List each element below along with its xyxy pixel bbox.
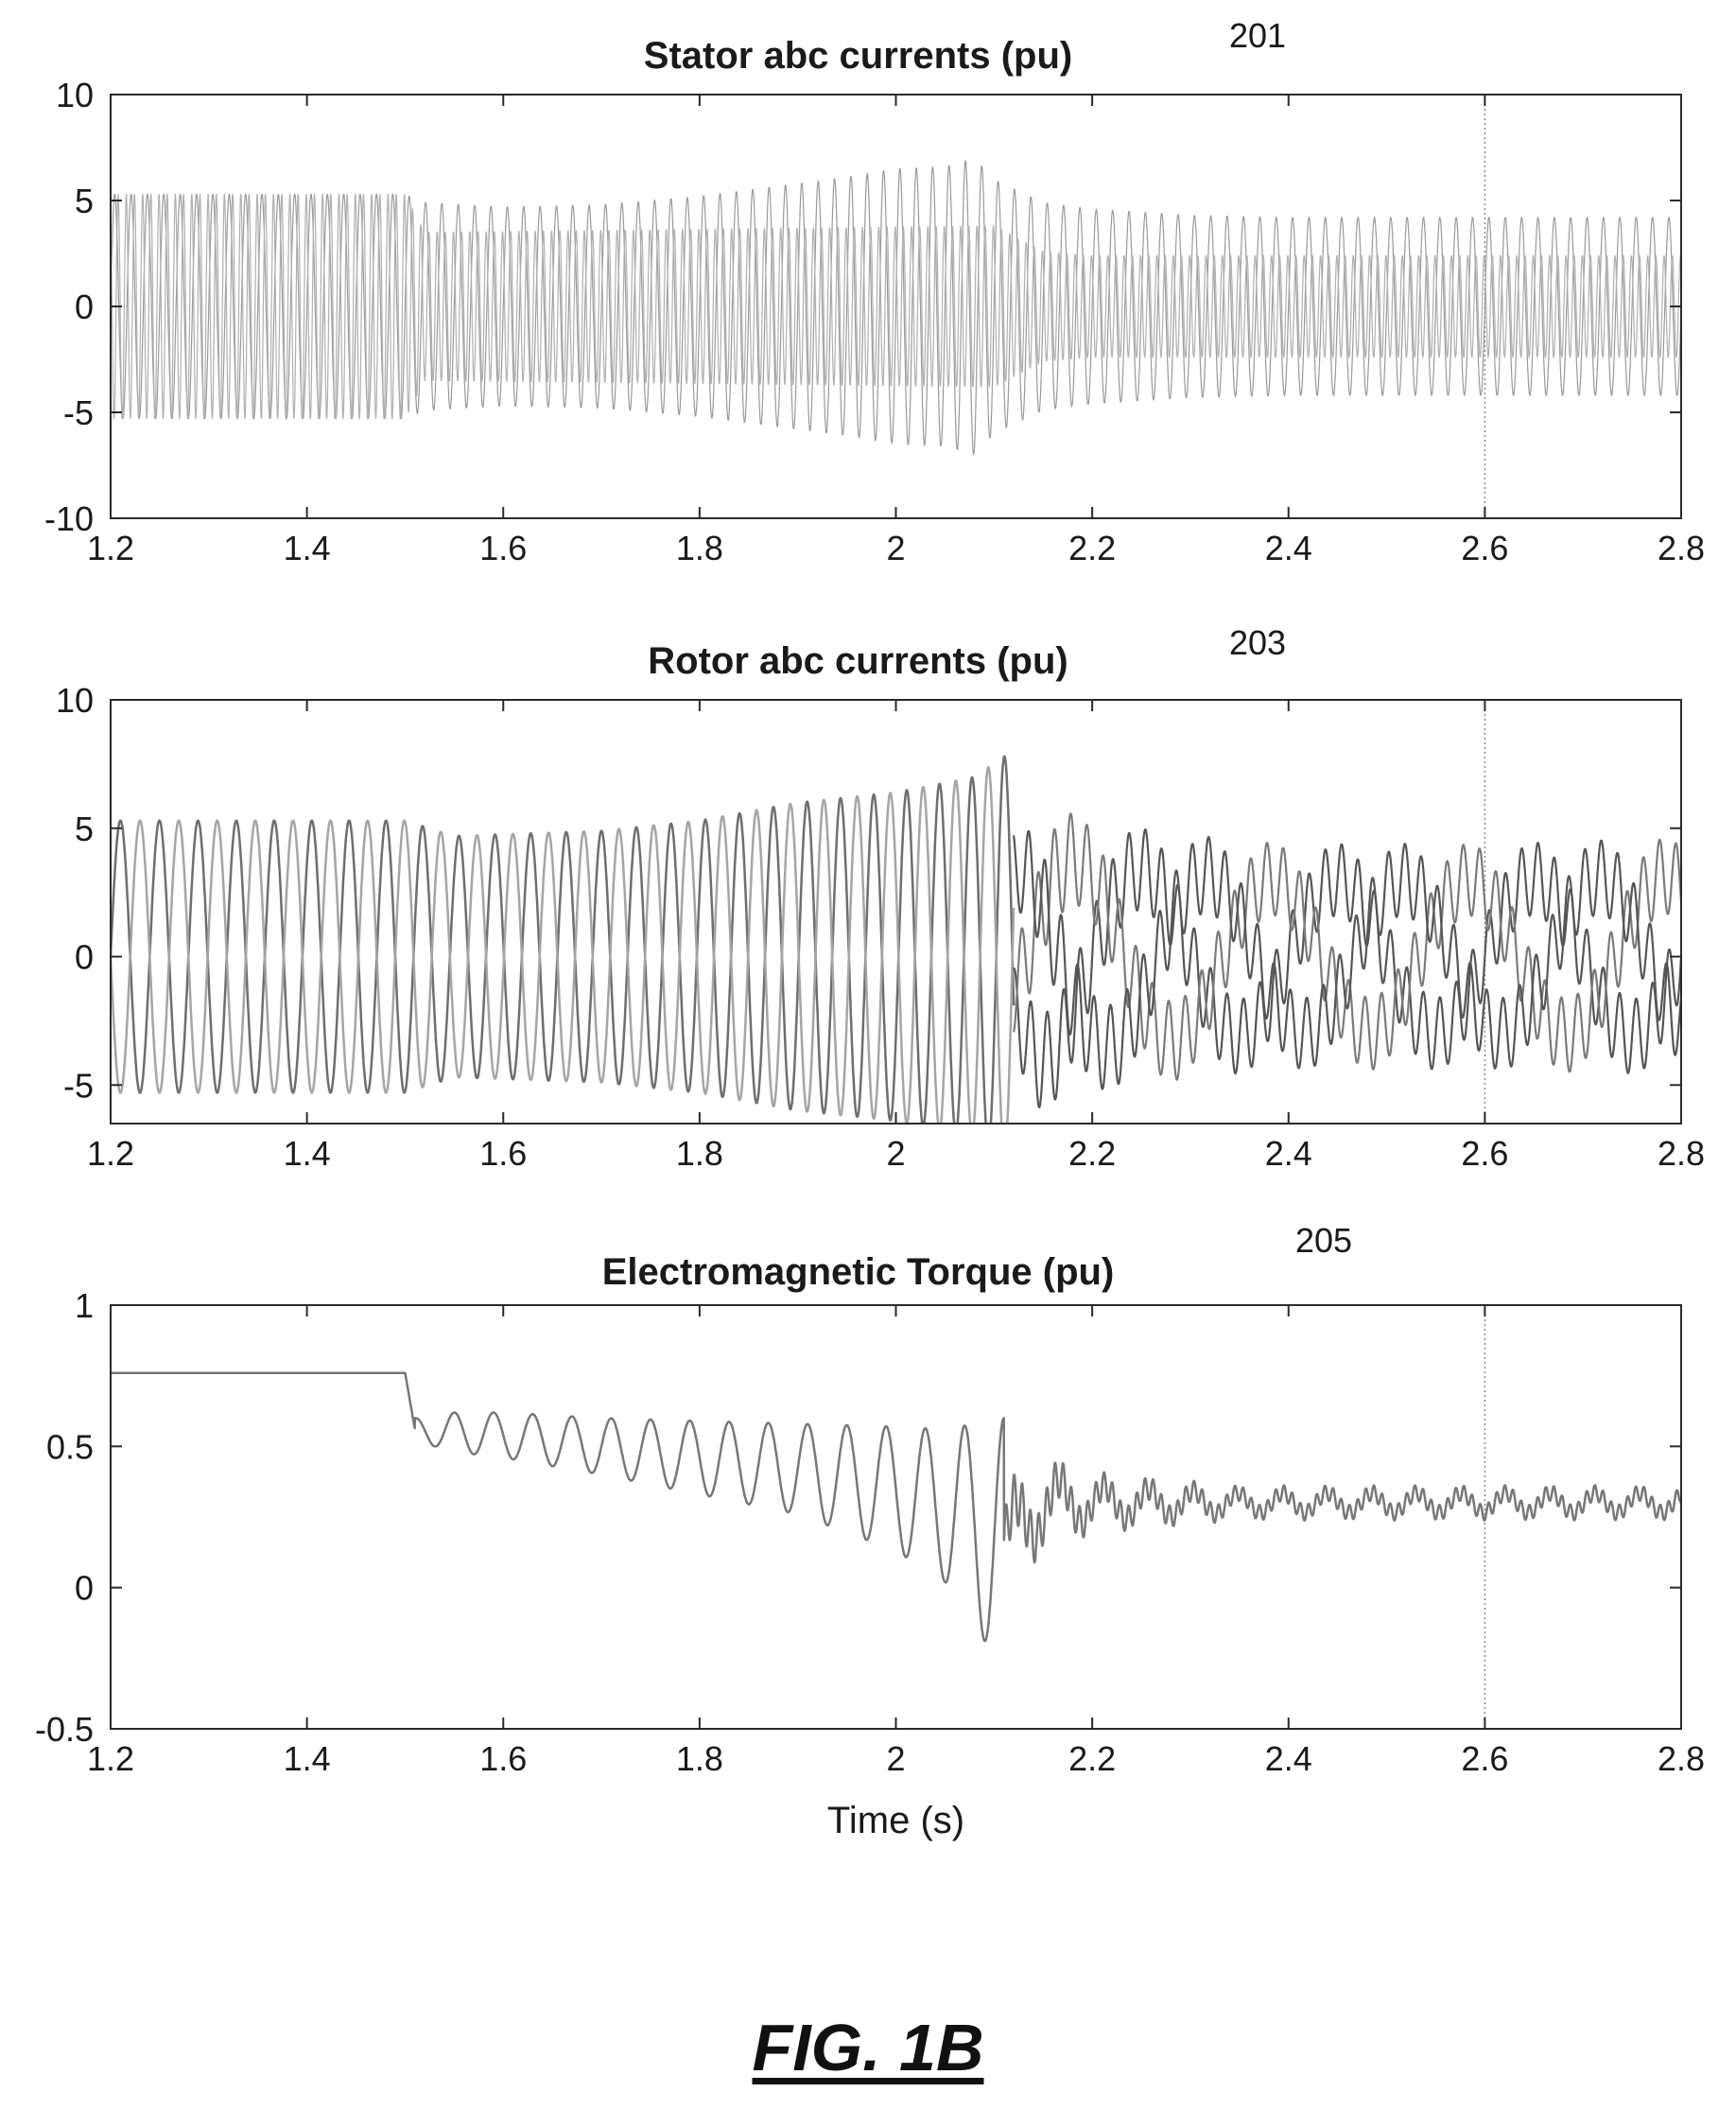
y-tick-label: 5 <box>75 182 94 220</box>
x-tick-label: 2.6 <box>1461 1739 1508 1778</box>
series-band-2 <box>1013 829 1681 1090</box>
x-tick-label: 1.8 <box>676 1134 723 1173</box>
y-tick-label: -5 <box>63 393 94 432</box>
x-tick-label: 2 <box>886 529 905 567</box>
x-tick-label: 2.8 <box>1658 529 1705 567</box>
x-tick-label: 1.6 <box>479 1739 527 1778</box>
figure-label: FIG. 1B <box>752 2011 984 2084</box>
series-line-1 <box>111 193 1681 420</box>
series-line-0 <box>111 160 1681 456</box>
x-tick-label: 2.6 <box>1461 1134 1508 1173</box>
x-tick-label: 1.4 <box>284 1739 331 1778</box>
series-line-1 <box>111 766 1016 1124</box>
torque-panel: Electromagnetic Torque (pu) 205 Time (s)… <box>35 1221 1705 1841</box>
x-tick-label: 1.2 <box>87 1134 134 1173</box>
x-tick-label: 2.2 <box>1068 1739 1116 1778</box>
x-tick-label: 2.2 <box>1068 529 1116 567</box>
x-tick-label: 2.6 <box>1461 529 1508 567</box>
x-tick-label: 2.4 <box>1265 529 1312 567</box>
y-tick-label: 10 <box>56 681 94 720</box>
plot-frame <box>110 1304 1682 1730</box>
x-tick-label: 1.4 <box>284 529 331 567</box>
y-tick-label: -0.5 <box>35 1710 94 1749</box>
y-tick-label: 0 <box>75 288 94 326</box>
rotor-currents-panel: Rotor abc currents (pu) 203 1.2 1.4 1.6 1.8… <box>56 623 1705 1173</box>
x-tick-label: 1.8 <box>676 529 723 567</box>
y-tick-label: 5 <box>75 810 94 848</box>
x-tick-label: 1.4 <box>284 1134 331 1173</box>
x-tick-label: 2.8 <box>1658 1739 1705 1778</box>
x-axis-label: Time (s) <box>827 1800 964 1841</box>
series-band-1 <box>1013 812 1681 1081</box>
x-tick-label: 1.2 <box>87 1739 134 1778</box>
y-tick-label: -5 <box>63 1066 94 1105</box>
y-tick-label: 0 <box>75 1569 94 1608</box>
reference-numeral: 203 <box>1229 623 1286 662</box>
plot-area <box>111 1305 1681 1729</box>
plot-area <box>111 700 1681 1124</box>
x-tick-label: 1.8 <box>676 1739 723 1778</box>
x-tick-label: 1.6 <box>479 1134 527 1173</box>
chart-title: Stator abc currents (pu) <box>644 35 1072 77</box>
x-tick-label: 2.4 <box>1265 1134 1312 1173</box>
y-tick-label: 0 <box>75 938 94 977</box>
chart-title: Electromagnetic Torque (pu) <box>602 1251 1115 1293</box>
y-tick-label: -10 <box>44 499 94 538</box>
x-tick-label: 2.8 <box>1658 1134 1705 1173</box>
y-tick-label: 0.5 <box>46 1427 94 1466</box>
chart-title: Rotor abc currents (pu) <box>648 640 1068 682</box>
y-tick-label: 1 <box>75 1286 94 1325</box>
x-tick-label: 1.6 <box>479 529 527 567</box>
x-tick-label: 2.4 <box>1265 1739 1312 1778</box>
x-tick-label: 2.2 <box>1068 1134 1116 1173</box>
reference-numeral: 201 <box>1229 16 1286 55</box>
x-tick-label: 2 <box>886 1739 905 1778</box>
plot-area <box>111 95 1681 518</box>
reference-numeral: 205 <box>1295 1221 1352 1260</box>
series-band-0 <box>1013 828 1681 1108</box>
x-tick-label: 2 <box>886 1134 905 1173</box>
x-tick-label: 1.2 <box>87 529 134 567</box>
series-line-0 <box>111 1371 1681 1643</box>
stator-currents-panel: Stator abc currents (pu) 201 1.2 1.4 1.6 1.… <box>44 16 1705 567</box>
y-tick-label: 10 <box>56 76 94 114</box>
series-line-0 <box>111 755 1016 1124</box>
